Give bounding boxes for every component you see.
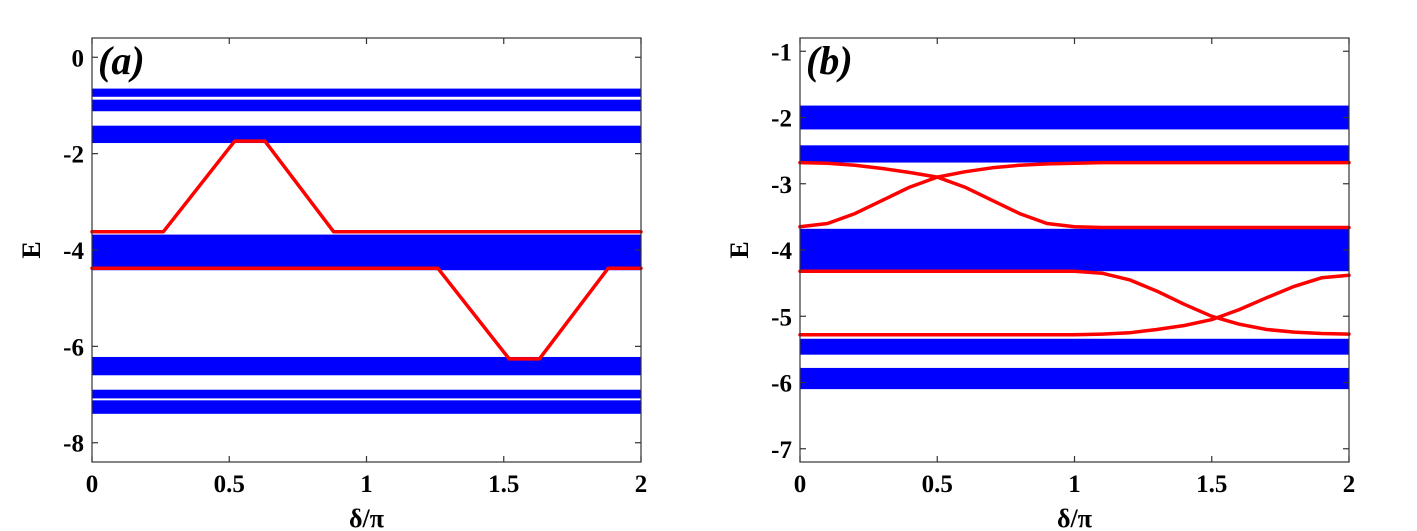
panel-b-bulk-band-1 xyxy=(800,145,1349,163)
panel-a-y-tick-label: 0 xyxy=(72,45,85,72)
panel-b: 0 0.5 1 1.5 2 -1 -2 -3 -4 -5 -6 -7 (b) δ/π E xyxy=(725,37,1355,531)
panel-a-x-tick-label: 1 xyxy=(360,471,373,498)
panel-b-bulk-band-3 xyxy=(800,338,1349,355)
panel-b-y-tick-label: -1 xyxy=(771,39,792,66)
panel-a-y-tick-label: -6 xyxy=(63,334,84,361)
panel-b-bulk-band-2 xyxy=(800,228,1349,272)
panel-b-bulk-band-0 xyxy=(800,105,1349,130)
panel-b-y-tick-label: -2 xyxy=(771,106,792,133)
panel-b-xlabel: δ/π xyxy=(1057,504,1092,531)
panel-a-x-tick-label: 2 xyxy=(635,471,648,498)
panel-b-edge-states xyxy=(798,160,1351,337)
panel-b-edge-state-line-3 xyxy=(798,273,1351,337)
panel-a-x-tick-label: 0 xyxy=(86,471,99,498)
panel-b-edge-state-line-0 xyxy=(798,160,1351,229)
panel-a-edge-state-line-0 xyxy=(90,139,643,234)
panel-a: 0 0.5 1 1.5 2 0 -2 -4 -6 -8 (a) δ/π E xyxy=(17,37,647,531)
panel-a-x-tick-label: 0.5 xyxy=(214,471,245,498)
panel-b-bands xyxy=(800,105,1349,390)
panel-b-x-tick-label: 1 xyxy=(1068,471,1081,498)
panel-a-edge-states xyxy=(90,139,643,361)
panel-b-x-tick-label: 2 xyxy=(1343,471,1356,498)
panel-b-x-tick-label: 0.5 xyxy=(922,471,953,498)
panel-a-y-tick-label: -8 xyxy=(63,431,84,458)
panel-b-y-tick-label: -5 xyxy=(771,304,792,331)
panel-a-bulk-band-1 xyxy=(92,99,641,112)
panel-a-bands xyxy=(92,88,641,414)
panel-b-x-tick-label: 0 xyxy=(794,471,807,498)
panel-b-x-tick-label: 1.5 xyxy=(1196,471,1227,498)
panel-a-label: (a) xyxy=(98,38,145,83)
panel-a-edge-state-line-1 xyxy=(90,266,643,361)
panel-a-bulk-band-3 xyxy=(92,234,641,271)
panel-a-ylabel: E xyxy=(17,241,46,258)
panel-b-y-tick-label: -6 xyxy=(771,371,792,398)
panel-b-ticks: 0 0.5 1 1.5 2 -1 -2 -3 -4 -5 -6 -7 xyxy=(771,38,1355,498)
panel-a-xlabel: δ/π xyxy=(349,504,384,531)
panel-b-y-tick-label: -4 xyxy=(771,238,792,265)
panel-b-y-tick-label: -7 xyxy=(771,437,792,464)
panel-b-label: (b) xyxy=(806,38,853,83)
panel-a-bulk-band-2 xyxy=(92,125,641,144)
panel-a-ticks: 0 0.5 1 1.5 2 0 -2 -4 -6 -8 xyxy=(63,38,647,498)
panel-b-edge-state-line-1 xyxy=(798,160,1351,230)
panel-b-edge-state-line-2 xyxy=(798,269,1351,336)
panel-a-bulk-band-0 xyxy=(92,88,641,97)
panel-a-bulk-band-5 xyxy=(92,389,641,399)
panel-a-y-tick-label: -4 xyxy=(63,238,84,265)
panel-a-x-tick-label: 1.5 xyxy=(488,471,519,498)
panel-b-y-tick-label: -3 xyxy=(771,172,792,199)
panel-b-ylabel: E xyxy=(725,241,754,258)
panel-a-bulk-band-4 xyxy=(92,356,641,376)
panel-a-bulk-band-6 xyxy=(92,400,641,414)
panel-a-y-tick-label: -2 xyxy=(63,142,84,169)
panel-b-bulk-band-4 xyxy=(800,367,1349,390)
